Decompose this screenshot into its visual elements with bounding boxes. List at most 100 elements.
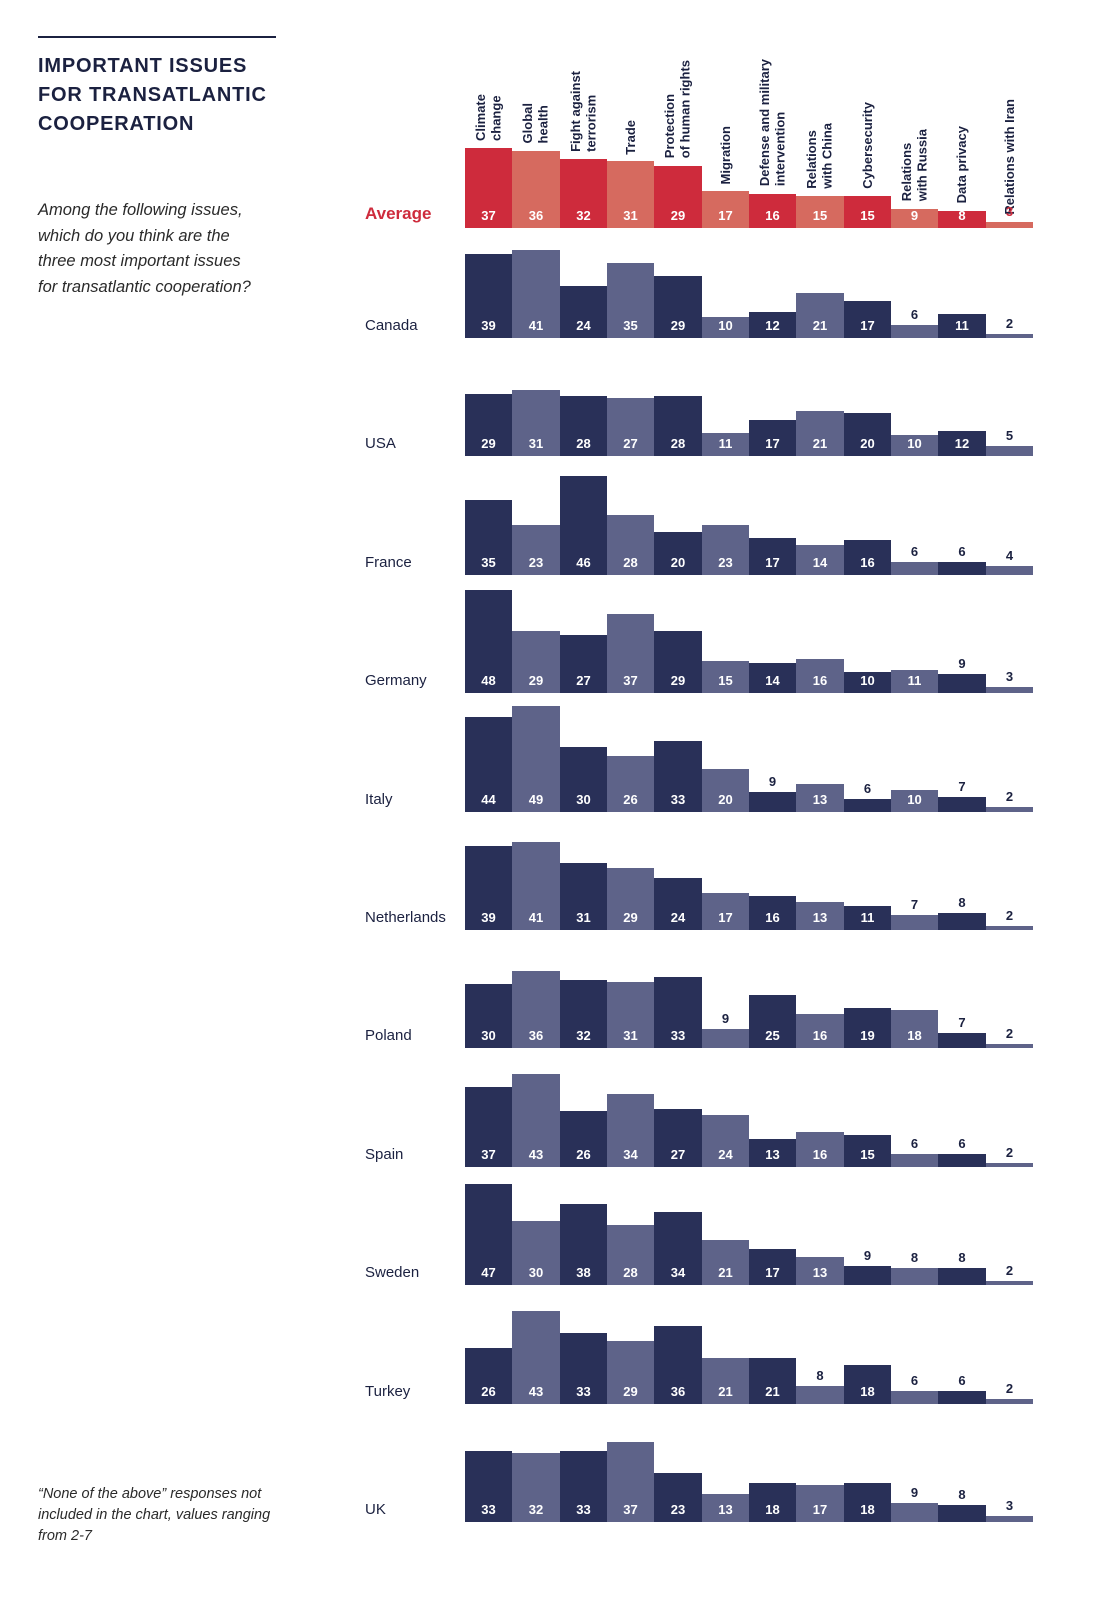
survey-question: Among the following issues, which do you… [38,201,251,296]
bar-value: 6 [910,543,919,559]
bar-value: 13 [812,1265,828,1281]
row-label: USA [365,435,396,453]
bar-value: 29 [623,910,638,925]
bar [749,994,796,1049]
bar [891,790,938,812]
bar [986,566,1033,575]
bar-value: 10 [907,791,922,807]
bar [465,394,512,457]
bar [796,1485,844,1522]
bar [938,1033,986,1049]
title-rule [38,36,276,38]
bar-value: 37 [623,1502,638,1517]
bar [796,544,844,575]
bar [702,316,749,338]
bar-value: 47 [481,1265,496,1281]
chart-row: UK 33 32 33 37 23 13 18 17 18 9 8 3 [365,1407,1065,1522]
bar [844,798,891,812]
bar [938,314,986,338]
bar-value: 20 [860,436,875,452]
bar [796,902,844,930]
bar-value: 8 [958,208,966,223]
chart-row: Poland 30 36 32 31 33 9 25 16 19 18 7 2 [365,933,1065,1049]
bar [560,396,607,457]
bar-value: 2 [1005,907,1014,923]
bar [702,432,749,457]
bar [749,1138,796,1167]
row-label: UK [365,1501,386,1518]
bar [891,669,938,694]
bar [938,912,986,930]
bar [749,1483,796,1522]
bar-value: 26 [481,1383,496,1399]
bar-value: 2 [1005,789,1014,805]
bar-value: 11 [718,436,733,452]
row-bars: 26 43 33 29 36 21 21 8 18 6 6 2 [465,1289,1033,1404]
bar-value: 20 [670,554,686,570]
bar [938,430,986,457]
bar [465,1184,512,1286]
bar-value: 10 [718,318,733,333]
bar-value: 31 [623,208,638,223]
bar [607,514,654,575]
bar-value: 9 [768,774,777,790]
bar [986,1399,1033,1404]
bar [702,893,749,930]
bar [654,275,702,338]
bar-value: 6 [958,543,966,559]
bar-value: 11 [955,318,969,333]
bar-value: 49 [528,791,544,807]
page-title: IMPORTANT ISSUES FOR TRANSATLANTIC COOPE… [38,55,267,135]
bar [512,150,560,228]
row-bars: 47 30 38 28 34 21 17 13 9 8 8 2 [465,1170,1033,1286]
bar [607,262,654,338]
bar [512,706,560,812]
bar [986,333,1033,338]
bar-value: 15 [860,208,875,223]
bar [560,1451,607,1522]
bar-value: 46 [576,554,591,570]
bar [986,1515,1033,1522]
row-bars: 33 32 33 37 23 13 18 17 18 9 8 3 [465,1407,1033,1522]
row-label: Poland [365,1027,412,1045]
bar-value: 36 [528,208,544,223]
bar [844,1265,891,1286]
bar-value: 25 [765,1028,780,1044]
bar-value: 28 [623,554,638,570]
bar-value: 5 [1005,427,1014,443]
bar [607,1341,654,1404]
bar-value: 27 [623,436,638,452]
bar [749,1358,796,1404]
bar-value: 23 [718,554,733,570]
bar [607,867,654,930]
bar-value: 8 [958,1250,966,1265]
bar-value: 16 [812,1028,828,1044]
bar [607,1225,654,1286]
bar-value: 31 [576,910,591,925]
bar-value: 43 [528,1146,544,1162]
bar-value: 36 [528,1028,544,1044]
bar-value: 6 [910,307,919,323]
row-label: Italy [365,790,393,808]
bar [702,768,749,812]
bar-value: 19 [860,1028,875,1044]
bar-value: 14 [765,673,780,689]
bar [702,660,749,694]
bar [465,148,512,228]
chart-row: France 35 23 46 28 20 23 17 14 16 6 6 4 [365,460,1065,575]
bar [512,1220,560,1286]
bar-value: 29 [670,318,686,333]
bar [465,499,512,575]
bar [891,1268,938,1286]
bar [986,925,1033,930]
row-bars: 29 31 28 27 28 11 17 21 20 10 12 5 [465,341,1033,457]
bar [465,1347,512,1404]
bar-value: 8 [816,1368,824,1384]
bar-value: 16 [860,554,875,570]
bar-value: 17 [718,910,733,925]
bar-value: 6 [910,1135,919,1151]
bar [465,1451,512,1522]
bar-value: 24 [670,910,686,925]
bar-value: 27 [576,673,591,689]
